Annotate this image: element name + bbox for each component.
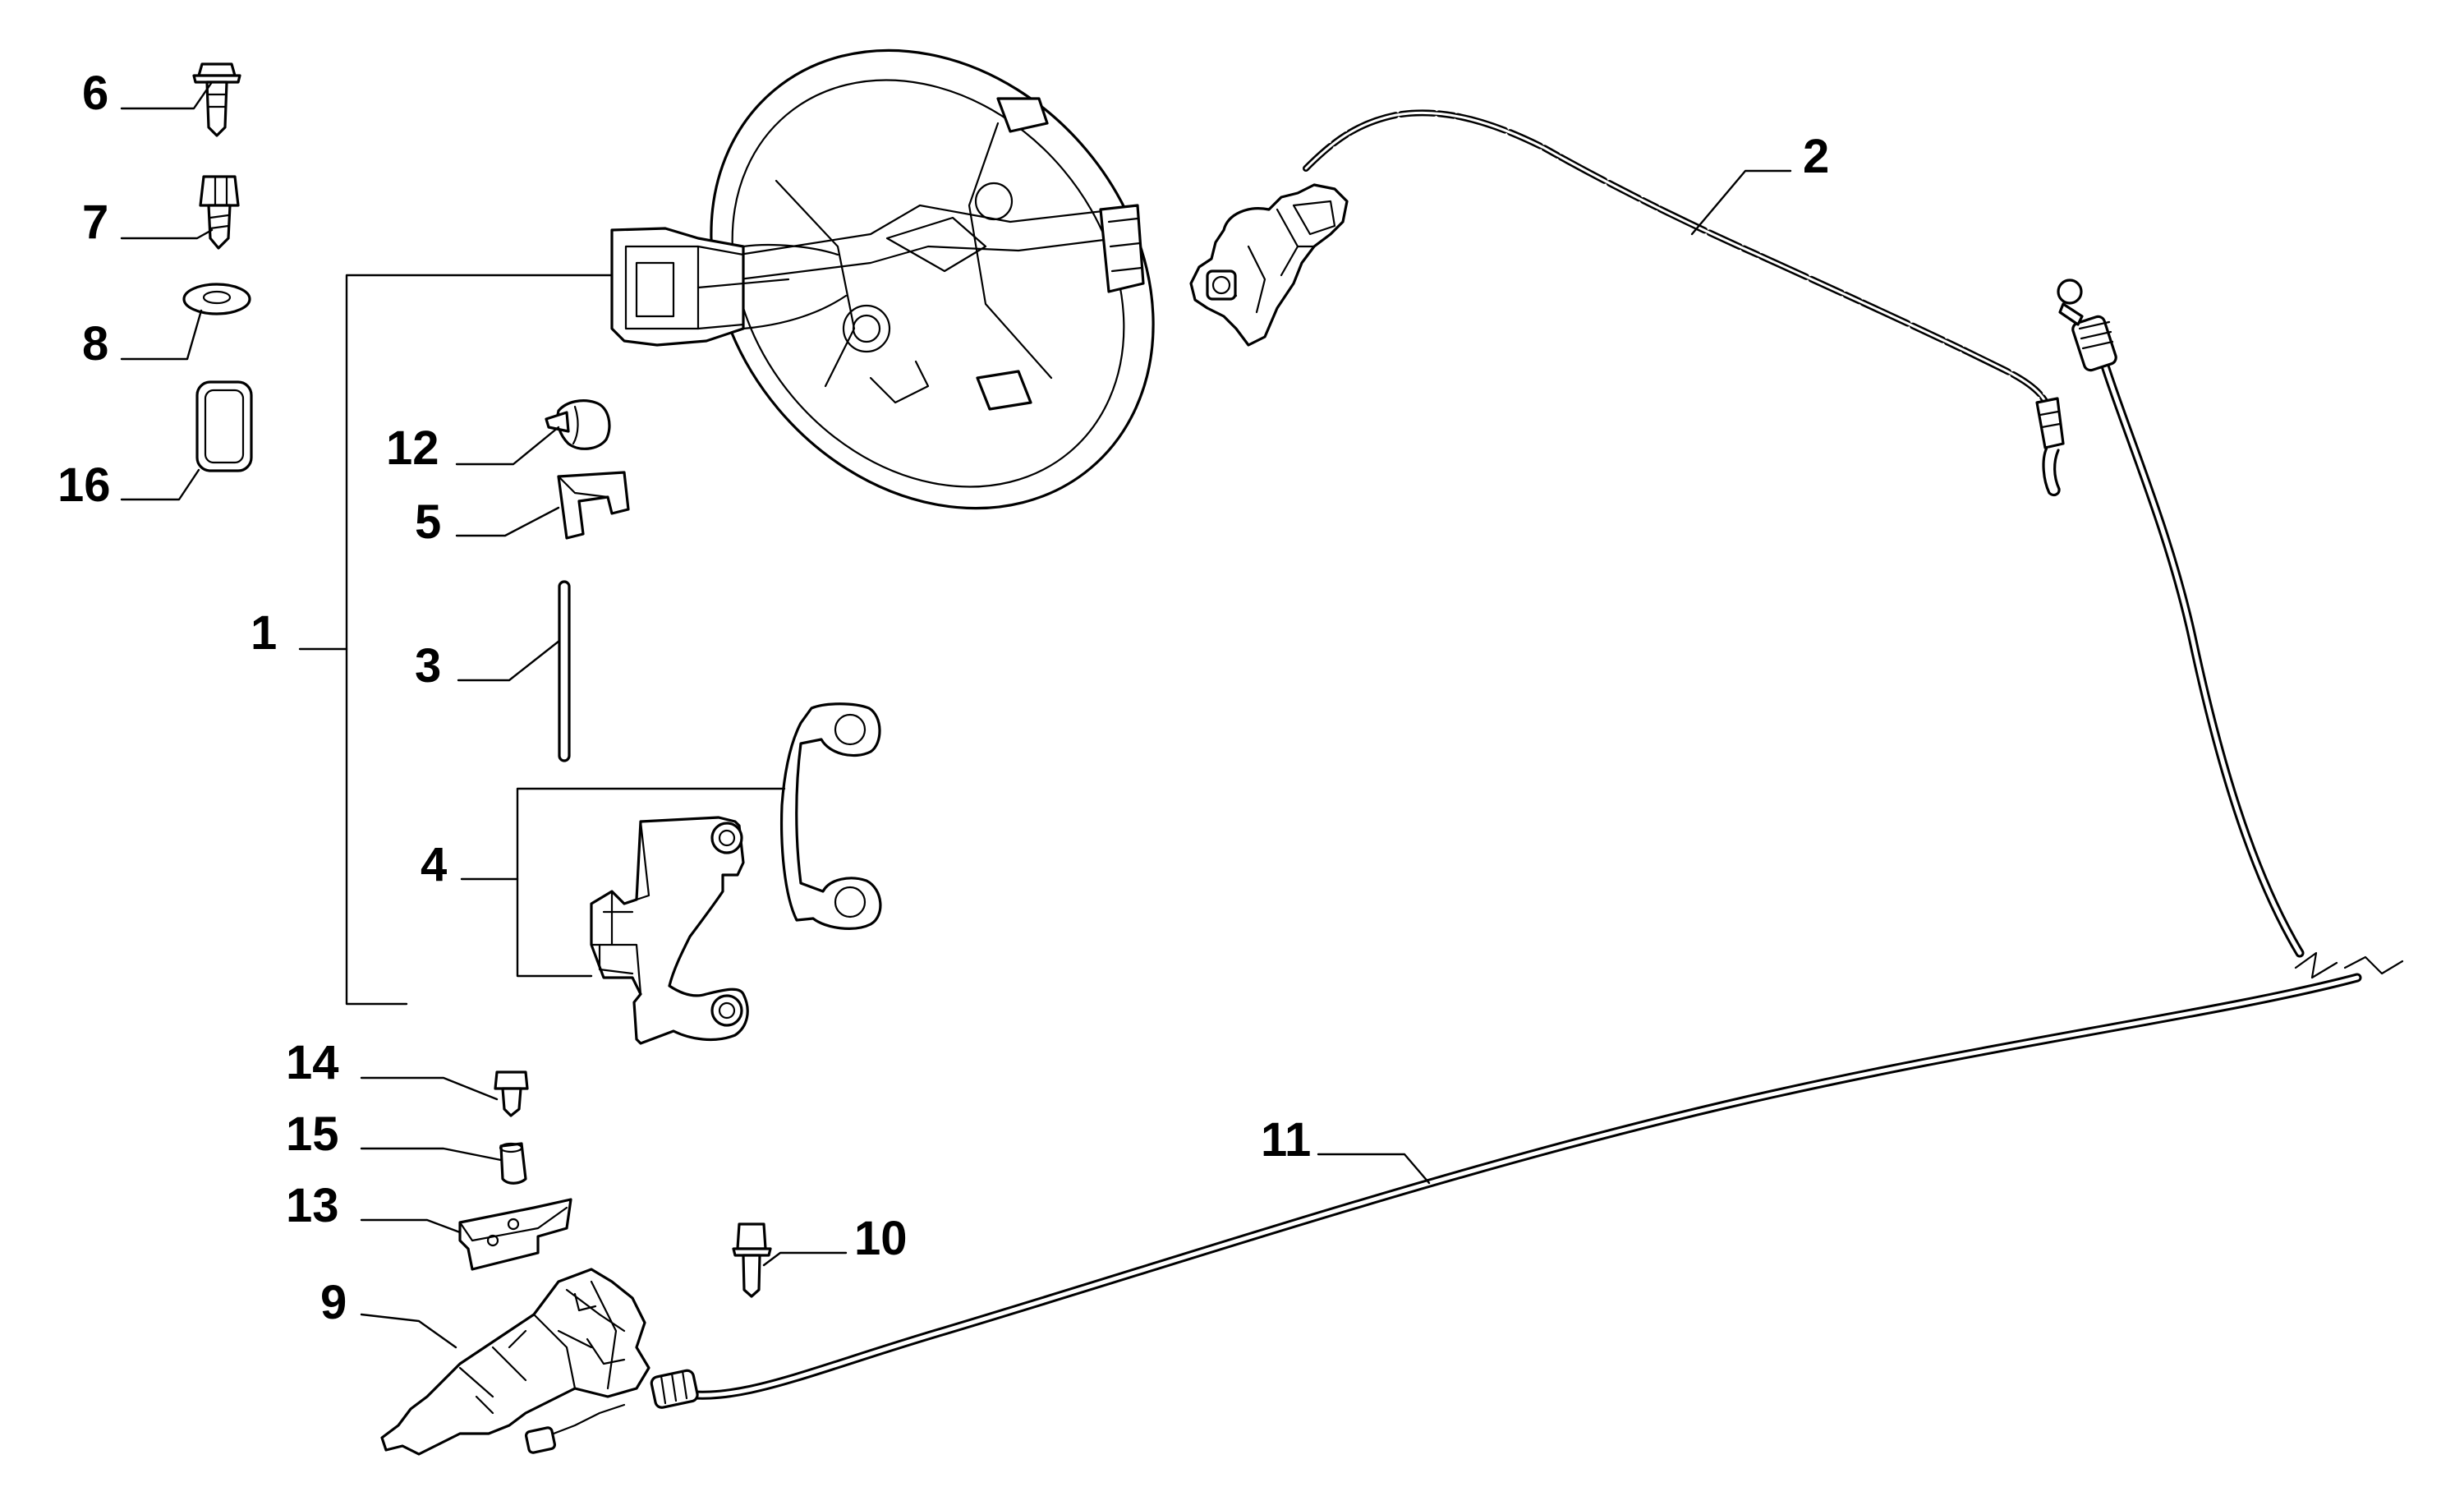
part-6-bolt [192,62,241,137]
callout-12: 12 [386,421,439,475]
part-5-clip [557,471,630,540]
part-11-release-cable [650,279,2404,1409]
part-8-washer [182,283,251,315]
part-1-fuel-door [610,48,1155,510]
part-7-bolt [199,175,240,250]
part-13-bracket [458,1198,572,1271]
callout-3: 3 [415,639,441,693]
callout-8: 8 [82,317,108,371]
part-3-pin [558,580,571,762]
callout-10: 10 [854,1212,908,1265]
callout-16: 16 [57,458,111,512]
part-9-actuator [380,1268,650,1456]
part-12-bump-stop [545,399,611,450]
part-10-bolt [732,1222,772,1298]
part-14-screw [494,1070,529,1117]
callout-14: 14 [286,1036,339,1089]
leader-lines [120,81,1792,1349]
callout-9: 9 [320,1276,347,1329]
part-16-grommet [195,380,253,472]
part-2-cable [1189,109,2065,497]
callout-2: 2 [1803,130,1829,183]
part-15-plug [499,1142,527,1185]
callout-4: 4 [421,838,447,891]
callout-13: 13 [286,1179,339,1232]
callout-1: 1 [251,606,277,660]
callout-labels: 1 2 3 4 5 6 7 8 9 10 11 12 13 14 15 16 [57,67,1829,1329]
callout-15: 15 [286,1107,339,1161]
callout-5: 5 [415,495,441,549]
callout-7: 7 [82,196,108,249]
callout-11: 11 [1261,1113,1311,1167]
callout-6: 6 [82,67,108,120]
part-4-hinge-bracket [590,702,882,1045]
